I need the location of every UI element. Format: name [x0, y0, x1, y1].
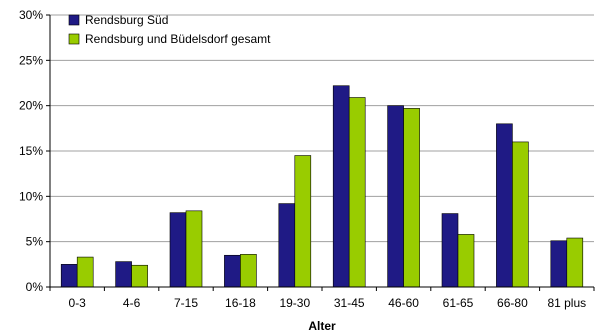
bar-series-1-31-45 [332, 85, 350, 288]
y-tick-label: 20% [19, 99, 43, 113]
bar-series-2-16-18 [240, 254, 257, 288]
bar-series-2-46-60 [403, 108, 420, 288]
bar-series-2-19-30 [294, 155, 312, 288]
bar-series-1-4-6 [115, 261, 132, 288]
bar-series-2-66-80 [512, 141, 529, 288]
x-tick-label: 0-3 [69, 296, 87, 310]
legend-swatch [68, 14, 80, 26]
x-tick-label: 7-15 [174, 296, 198, 310]
legend: Rendsburg Süd Rendsburg und Büdelsdorf ge… [68, 13, 271, 46]
bar-series-2-4-6 [131, 264, 148, 288]
x-tick-label: 61-65 [443, 296, 474, 310]
bar-series-1-66-80 [496, 123, 513, 288]
y-tick-label: 15% [19, 144, 43, 158]
bar-series-1-46-60 [387, 105, 404, 288]
bar-series-1-16-18 [224, 254, 241, 288]
x-tick-label: 81 plus [547, 296, 586, 310]
bar-series-2-0-3 [76, 256, 94, 288]
x-tick-label: 16-18 [225, 296, 256, 310]
x-tick-label: 19-30 [279, 296, 310, 310]
bar-series-2-31-45 [348, 97, 366, 288]
bar-series-2-61-65 [457, 234, 475, 288]
x-tick-label: 4-6 [123, 296, 141, 310]
legend-label: Rendsburg und Büdelsdorf gesamt [85, 32, 271, 46]
bar-series-1-7-15 [169, 212, 187, 288]
legend-label: Rendsburg Süd [85, 13, 168, 27]
y-tick-label: 10% [19, 189, 43, 203]
bars [60, 85, 584, 288]
y-tick-label: 0% [26, 280, 44, 294]
bar-series-1-0-3 [60, 264, 78, 288]
legend-swatch [68, 33, 80, 45]
bar-series-1-81-plus [550, 240, 568, 288]
y-axis-ticks: 0% 5% 10% 15% 20% 25% 30% [19, 8, 50, 294]
y-tick-label: 25% [19, 53, 43, 67]
x-axis-title: Alter [308, 319, 336, 333]
y-tick-label: 30% [19, 8, 43, 22]
bar-series-1-61-65 [441, 213, 459, 288]
x-tick-label: 46-60 [388, 296, 419, 310]
x-tick-label: 31-45 [334, 296, 365, 310]
bar-series-2-81-plus [566, 237, 584, 288]
bar-series-1-19-30 [278, 203, 296, 288]
y-tick-label: 5% [26, 235, 44, 249]
x-tick-label: 66-80 [497, 296, 528, 310]
x-axis-ticks: 0-3 4-6 7-15 16-18 19-30 31-45 46-60 61-65 66-80… [49, 287, 595, 310]
bar-series-2-7-15 [185, 210, 203, 288]
